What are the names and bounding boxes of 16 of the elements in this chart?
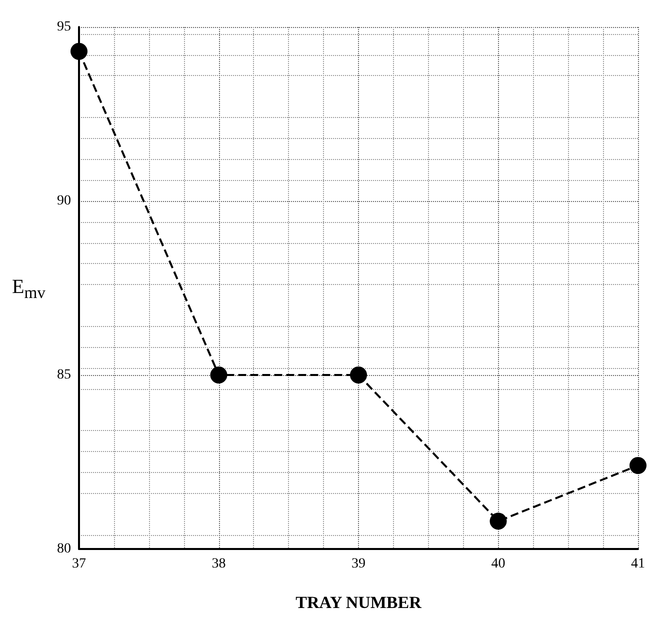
- point: [490, 512, 507, 530]
- y-axis-title: E$_{mv}$: [12, 276, 46, 303]
- point: [70, 42, 88, 60]
- y-tick-label: 90: [57, 194, 71, 208]
- point: [210, 366, 228, 384]
- point: [350, 366, 367, 384]
- x-axis-title: TRAY NUMBER: [296, 593, 422, 612]
- y-tick-label: 80: [57, 542, 71, 556]
- x-tick-label: 39: [352, 556, 366, 572]
- y-tick-label: 95: [57, 20, 71, 34]
- x-tick-label: 41: [631, 556, 645, 572]
- y-tick-label: 85: [57, 368, 71, 382]
- x-tick-label: 38: [212, 556, 226, 572]
- point: [630, 456, 646, 474]
- x-tick-label: 40: [491, 556, 506, 572]
- x-tick-label: 37: [72, 556, 86, 572]
